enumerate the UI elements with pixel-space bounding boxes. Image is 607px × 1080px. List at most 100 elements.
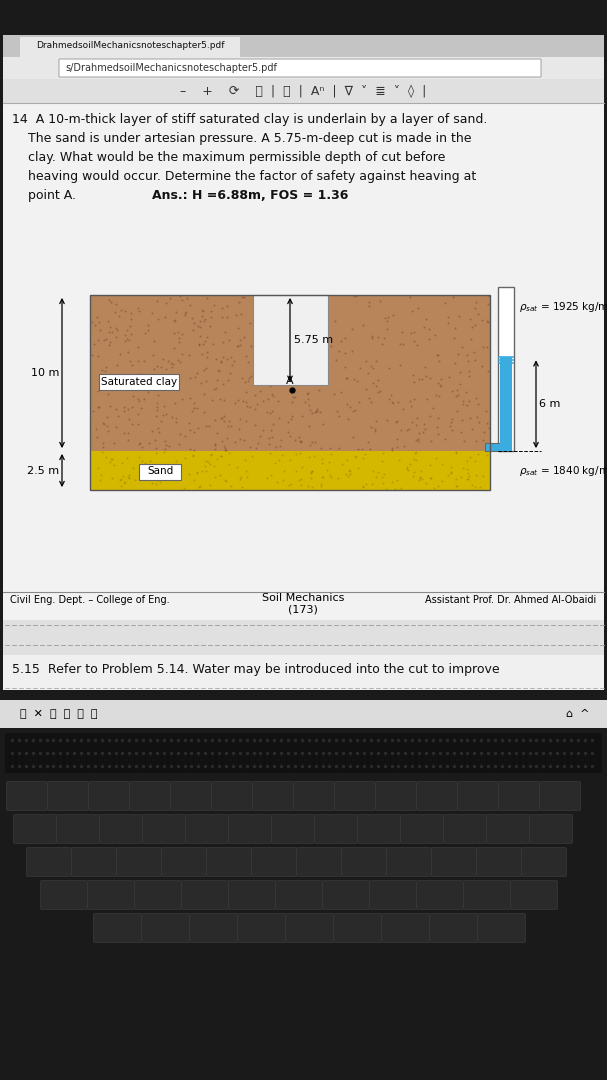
Point <box>371 469 381 486</box>
Point <box>437 456 447 473</box>
Point <box>370 420 380 437</box>
Point <box>422 390 432 407</box>
Point <box>294 471 304 488</box>
Point <box>194 337 204 354</box>
Point <box>311 402 320 419</box>
Point <box>208 335 218 352</box>
Point <box>206 447 215 464</box>
Point <box>365 440 375 457</box>
Point <box>307 404 317 421</box>
Point <box>392 438 402 456</box>
Point <box>152 397 162 415</box>
Point <box>436 377 446 394</box>
Point <box>478 338 488 355</box>
Point <box>307 433 317 450</box>
Point <box>136 459 146 476</box>
Point <box>219 413 229 430</box>
Point <box>199 312 209 329</box>
Point <box>364 365 373 382</box>
Point <box>225 364 235 381</box>
Point <box>463 464 473 482</box>
Point <box>466 330 476 348</box>
Point <box>458 392 468 409</box>
Point <box>199 404 209 421</box>
Point <box>140 324 149 341</box>
Point <box>449 329 458 347</box>
Point <box>217 433 227 450</box>
Point <box>245 369 254 387</box>
Point <box>171 453 181 470</box>
Point <box>306 470 316 487</box>
Point <box>447 382 456 400</box>
Point <box>302 386 311 403</box>
Point <box>300 393 310 410</box>
Point <box>106 319 115 336</box>
Point <box>152 401 162 418</box>
Point <box>426 469 435 486</box>
Point <box>100 332 109 349</box>
Point <box>222 297 232 314</box>
Point <box>267 403 277 420</box>
Point <box>140 352 149 369</box>
FancyBboxPatch shape <box>228 814 271 843</box>
Point <box>388 395 398 413</box>
Point <box>184 415 194 432</box>
Point <box>90 316 100 334</box>
Point <box>198 302 208 320</box>
Point <box>152 357 162 375</box>
Point <box>197 307 206 324</box>
Point <box>127 416 137 433</box>
Point <box>418 423 428 441</box>
Point <box>371 352 381 369</box>
Text: The sand is under artesian pressure. A 5.75-m-deep cut is made in the: The sand is under artesian pressure. A 5… <box>12 132 472 145</box>
Point <box>111 328 121 346</box>
Point <box>151 378 160 395</box>
Point <box>306 463 316 481</box>
Point <box>324 454 333 471</box>
Point <box>192 365 202 382</box>
Point <box>435 377 445 394</box>
Point <box>426 469 436 486</box>
Point <box>364 293 374 310</box>
Point <box>161 361 171 378</box>
Point <box>433 409 443 427</box>
Point <box>203 453 213 470</box>
Point <box>192 463 202 481</box>
Point <box>478 432 488 449</box>
Point <box>432 347 442 364</box>
Point <box>483 295 493 312</box>
Point <box>120 403 129 420</box>
Point <box>190 368 200 386</box>
Point <box>393 394 402 411</box>
Point <box>416 462 426 480</box>
Point <box>347 342 357 360</box>
Point <box>250 401 260 418</box>
Point <box>331 402 341 419</box>
Bar <box>90 295 490 490</box>
Point <box>227 356 237 374</box>
Point <box>286 475 296 492</box>
Point <box>245 314 255 332</box>
Point <box>471 294 481 311</box>
Point <box>111 400 121 417</box>
Bar <box>0 728 607 1080</box>
Point <box>143 383 153 401</box>
Point <box>334 470 344 487</box>
Point <box>175 426 185 443</box>
FancyBboxPatch shape <box>117 848 161 877</box>
Point <box>472 408 482 426</box>
Point <box>382 312 392 329</box>
Point <box>402 421 412 438</box>
Point <box>286 410 296 428</box>
Point <box>413 299 423 316</box>
Point <box>222 430 232 447</box>
FancyBboxPatch shape <box>171 782 211 810</box>
Point <box>107 450 117 468</box>
Point <box>426 369 435 387</box>
FancyBboxPatch shape <box>458 782 498 810</box>
Point <box>219 407 229 424</box>
Point <box>421 475 431 492</box>
Point <box>473 445 483 462</box>
Point <box>93 460 103 477</box>
Point <box>326 337 336 354</box>
